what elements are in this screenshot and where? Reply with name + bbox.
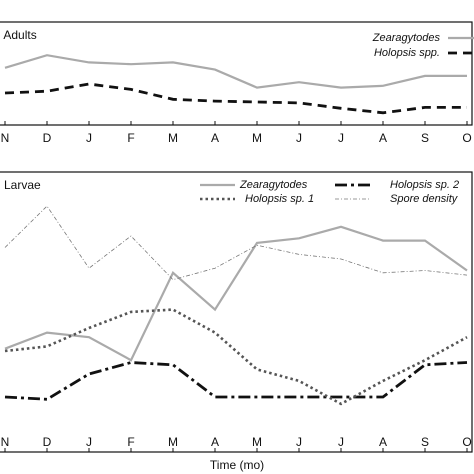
x-tick-label: J — [338, 435, 344, 449]
legend-label: Zearagytodes — [372, 32, 441, 44]
plot-frame — [0, 21, 473, 126]
legend-label: Holopsis sp. 2 — [390, 179, 459, 191]
x-tick-label: A — [211, 131, 219, 145]
x-tick-label: J — [338, 131, 344, 145]
panel-title: b) Larvae — [0, 178, 41, 192]
legend-label: Holopsis sp. 1 — [245, 193, 314, 205]
x-tick-label: J — [86, 131, 92, 145]
x-tick-label: J — [296, 435, 302, 449]
x-tick-label: M — [252, 131, 262, 145]
series-line — [4, 225, 468, 362]
x-tick-label: O — [462, 131, 471, 145]
series-line — [4, 82, 467, 115]
plot-frame — [0, 171, 473, 453]
legend-label: Holopsis spp. — [374, 47, 440, 59]
legend-label: Zearagytodes — [239, 179, 308, 191]
x-tick-label: D — [43, 435, 52, 449]
x-tick-label: F — [127, 435, 134, 449]
x-tick-label: J — [296, 131, 302, 145]
legend-label: Spore density — [390, 193, 459, 205]
x-tick-label: F — [127, 131, 134, 145]
x-tick-label: S — [421, 131, 429, 145]
x-tick-label: N — [1, 435, 10, 449]
x-tick-label: A — [379, 435, 387, 449]
series-line — [4, 361, 468, 401]
x-axis-label: Time (mo) — [210, 458, 264, 472]
series-line — [4, 308, 468, 406]
x-tick-label: M — [168, 131, 178, 145]
x-tick-label: N — [1, 131, 10, 145]
series-line — [4, 205, 468, 281]
x-tick-label: D — [43, 131, 52, 145]
panel-title: a) Adults — [0, 28, 37, 42]
series-line — [4, 54, 467, 89]
x-tick-label: M — [168, 435, 178, 449]
x-tick-label: M — [252, 435, 262, 449]
x-tick-label: A — [211, 435, 219, 449]
x-tick-label: J — [86, 435, 92, 449]
x-tick-label: S — [421, 435, 429, 449]
x-tick-label: A — [379, 131, 387, 145]
x-tick-label: O — [462, 435, 471, 449]
